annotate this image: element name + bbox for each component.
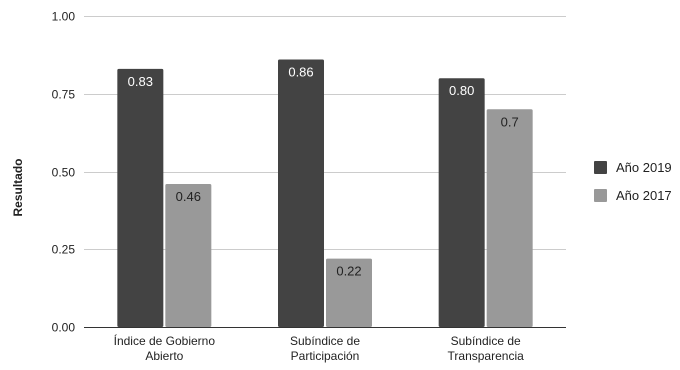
legend-swatch: [594, 161, 607, 174]
legend-label: Año 2019: [616, 160, 672, 175]
bar: [165, 183, 212, 327]
y-axis-ticks: 0.00 0.25 0.50 0.75 1.00: [52, 10, 76, 335]
y-tick-label: 0.75: [52, 88, 76, 102]
legend: Año 2019 Año 2017: [594, 160, 672, 203]
data-label: 0.80: [449, 83, 474, 98]
data-label: 0.7: [501, 114, 519, 129]
y-axis-label: Resultado: [11, 158, 25, 216]
data-label: 0.22: [336, 264, 361, 279]
bars: [117, 59, 533, 328]
bar: [278, 59, 324, 327]
grid-lines: [84, 16, 566, 328]
legend-label: Año 2017: [616, 188, 672, 203]
x-category-label: Subíndice de Participación: [290, 334, 360, 363]
data-label: 0.86: [288, 65, 313, 80]
y-tick-label: 0.00: [52, 321, 76, 335]
x-axis-categories: Índice de Gobierno Abierto Subíndice de Par…: [114, 333, 524, 363]
y-tick-label: 1.00: [52, 10, 76, 24]
data-labels: 0.83 0.46 0.86 0.22 0.80 0.7: [128, 65, 519, 279]
bar: [438, 78, 485, 327]
data-label: 0.46: [176, 189, 201, 204]
y-tick-label: 0.50: [52, 166, 76, 180]
bar: [117, 68, 164, 328]
bar: [326, 258, 372, 327]
x-category-label: Subíndice de Transparencia: [448, 334, 525, 363]
legend-swatch: [594, 189, 607, 202]
bar: [486, 109, 533, 327]
x-category-label: Índice de Gobierno Abierto: [114, 333, 216, 363]
y-tick-label: 0.25: [52, 243, 76, 257]
data-label: 0.83: [128, 74, 153, 89]
